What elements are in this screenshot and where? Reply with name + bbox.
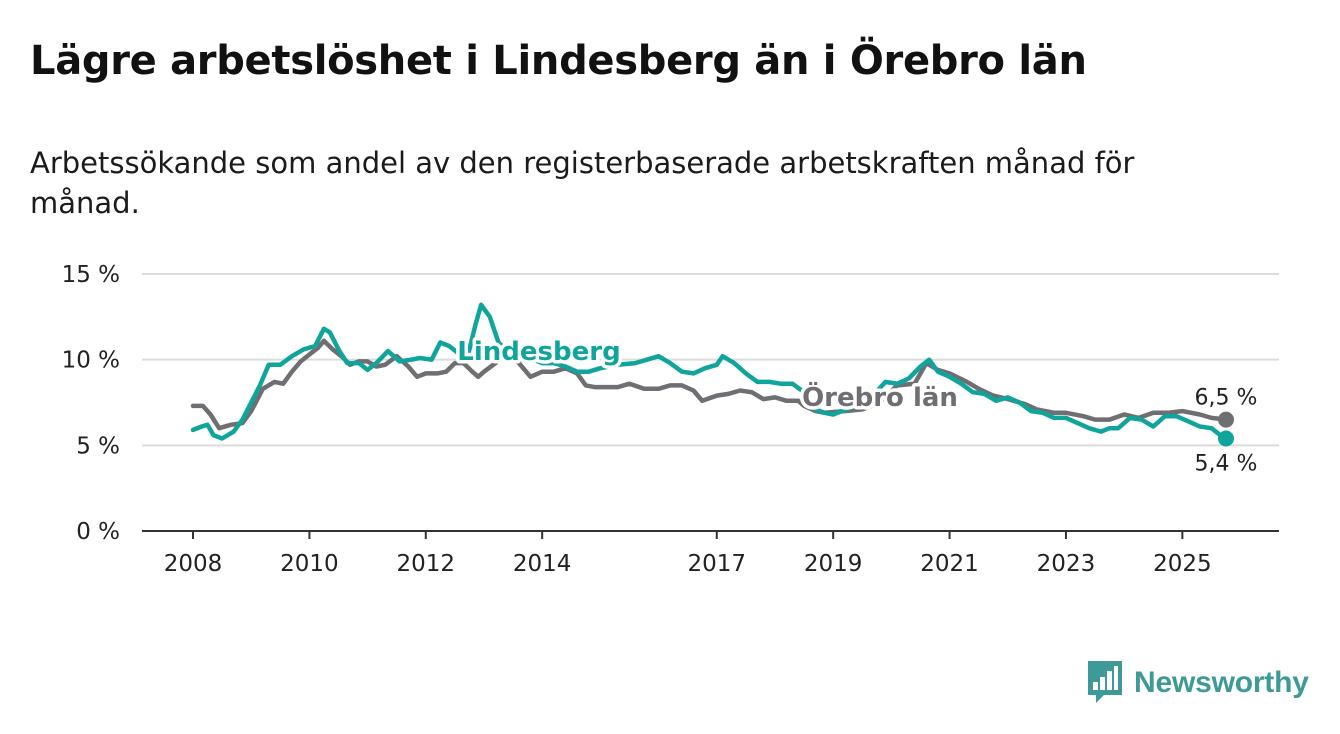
y-axis: 0 % 5 % 10 % 15 % [62, 262, 120, 545]
x-tick-label: 2012 [397, 551, 456, 577]
series-endpoint [1218, 411, 1234, 428]
y-tick-label: 15 % [62, 262, 120, 288]
series-label-lindesberg: Lindesberg [457, 337, 620, 367]
bar-chart-logo-icon [1088, 661, 1122, 703]
series-endpoint [1218, 430, 1234, 447]
gridlines [142, 273, 1279, 447]
brand-logo: Newsworthy [1088, 661, 1309, 704]
end-value-label-orebro-lan: 6,5 % [1195, 386, 1258, 411]
series-label-lindesberg-halo: Lindesberg [457, 337, 620, 367]
x-tick-label: 2014 [513, 551, 572, 577]
end-value-label-lindesberg: 5,4 % [1195, 451, 1258, 476]
series-label-orebro-lan: Örebro län [802, 380, 958, 413]
y-tick-label: 0 % [76, 519, 120, 545]
end-value-label-orebro-lan-halo: 6,5 % [1195, 386, 1258, 411]
series-line-orebro-lan [190, 338, 1229, 431]
brand-name: Newsworthy [1134, 666, 1309, 699]
x-tick-label: 2019 [804, 551, 863, 577]
series-lines [190, 302, 1234, 447]
x-tick-label: 2008 [164, 551, 223, 577]
chart-title: Lägre arbetslöshet i Lindesberg än i Öre… [30, 38, 1087, 84]
x-axis: 2008 2010 2012 2014 2017 2019 2021 2023 2025 [142, 530, 1279, 577]
x-tick-label: 2025 [1153, 551, 1212, 577]
x-tick-label: 2017 [688, 551, 747, 577]
end-value-label-lindesberg-halo: 5,4 % [1195, 451, 1258, 476]
x-tick-label: 2023 [1037, 551, 1096, 577]
y-tick-label: 5 % [76, 433, 120, 459]
series-line-lindesberg [190, 302, 1229, 441]
chart-subtitle: Arbetssökande som andel av den registerb… [30, 146, 1135, 220]
x-tick-label: 2010 [280, 551, 339, 577]
y-tick-label: 10 % [62, 348, 120, 374]
x-tick-label: 2021 [920, 551, 979, 577]
series-label-orebro-lan-halo: Örebro län [802, 380, 958, 413]
